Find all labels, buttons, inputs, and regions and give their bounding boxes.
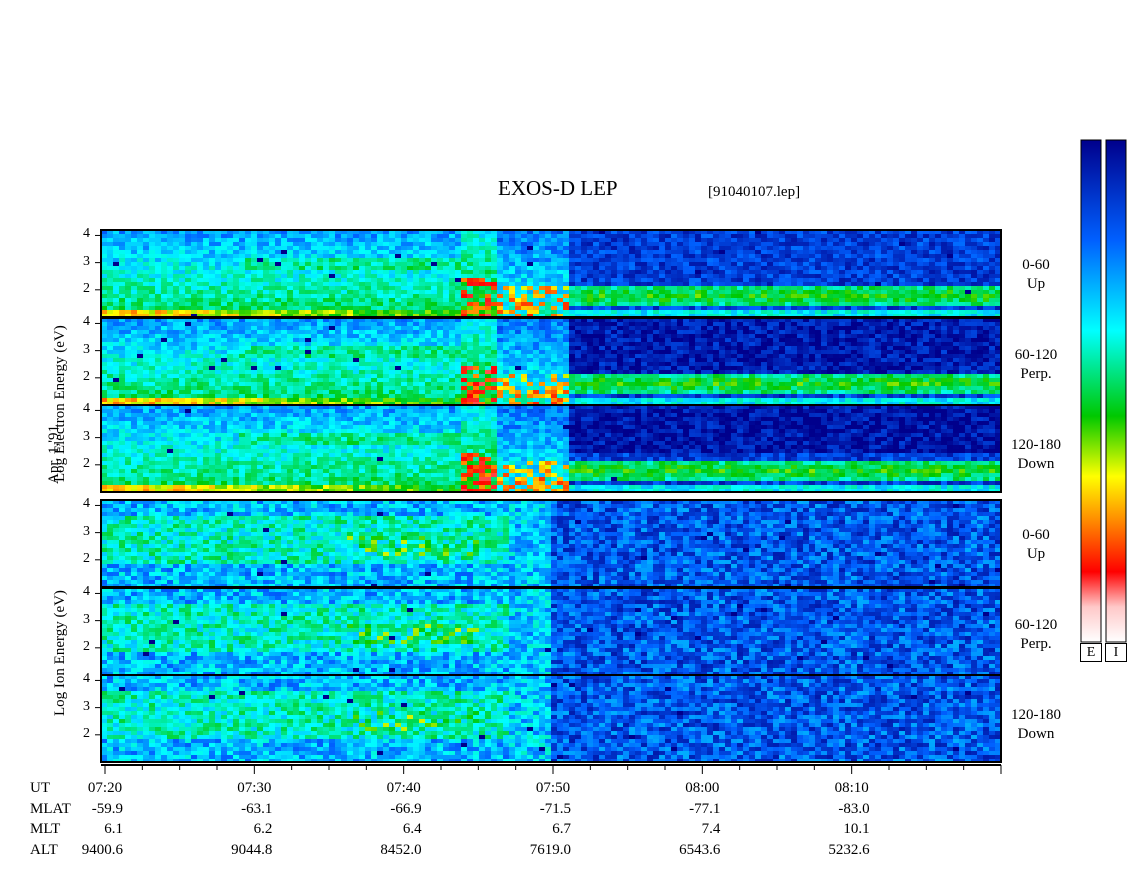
electron-panel-2: [101, 318, 1001, 406]
orbit-value: 6.1: [33, 821, 123, 838]
ion-panel-2-label: 60-120 Perp.: [1008, 616, 1064, 654]
y-tick-label: 2: [78, 726, 90, 742]
y-tick-label: 3: [78, 612, 90, 628]
y-tick-label: 3: [78, 699, 90, 715]
y-tick-label: 2: [78, 369, 90, 385]
orbit-value: 7619.0: [481, 842, 571, 859]
y-tick-label: 3: [78, 429, 90, 445]
y-tick-label: 4: [78, 314, 90, 330]
colorbar-e-label: E: [1080, 643, 1102, 662]
chart-title: EXOS-D LEP: [498, 176, 618, 201]
y-tick-label: 2: [78, 456, 90, 472]
electron-panel-3: [101, 405, 1001, 493]
orbit-value: -59.9: [33, 801, 123, 818]
orbit-value: 6.7: [481, 821, 571, 838]
orbit-value: 6.4: [332, 821, 422, 838]
orbit-value: 7.4: [630, 821, 720, 838]
y-tick-label: 3: [78, 524, 90, 540]
orbit-value: -77.1: [630, 801, 720, 818]
ut-tick-label: 07:50: [523, 780, 583, 797]
orbit-value: 10.1: [780, 821, 870, 838]
y-tick-label: 3: [78, 342, 90, 358]
ion-panel-1-label: 0-60 Up: [1008, 526, 1064, 564]
y-tick-label: 2: [78, 281, 90, 297]
ion-panel-1: [101, 500, 1001, 588]
electron-panel-1-label: 0-60 Up: [1008, 256, 1064, 294]
orbit-value: -71.5: [481, 801, 571, 818]
y-tick-label: 4: [78, 401, 90, 417]
orbit-value: -66.9: [332, 801, 422, 818]
ion-panel-3: [101, 675, 1001, 763]
orbit-value: -63.1: [182, 801, 272, 818]
ut-tick-label: 08:00: [672, 780, 732, 797]
y-tick-label: 2: [78, 551, 90, 567]
y-tick-label: 3: [78, 254, 90, 270]
y-tick-label: 4: [78, 226, 90, 242]
orbit-value: 9044.8: [182, 842, 272, 859]
colorbar-i-label: I: [1105, 643, 1127, 662]
orbit-value: -83.0: [780, 801, 870, 818]
electron-panel-3-label: 120-180 Down: [1008, 436, 1064, 474]
ut-tick-label: 07:30: [224, 780, 284, 797]
orbit-value: 6543.6: [630, 842, 720, 859]
y-tick-label: 2: [78, 639, 90, 655]
orbit-value: 8452.0: [332, 842, 422, 859]
ut-tick-label: 07:20: [75, 780, 135, 797]
file-name: [91040107.lep]: [708, 184, 800, 201]
y-tick-label: 4: [78, 496, 90, 512]
orbit-value: 5232.6: [780, 842, 870, 859]
electron-panel-1: [101, 230, 1001, 318]
y-tick-label: 4: [78, 671, 90, 687]
electron-colorbar: [1081, 140, 1101, 642]
ut-tick-label: 07:40: [374, 780, 434, 797]
orbit-value: 6.2: [182, 821, 272, 838]
ut-tick-label: 08:10: [822, 780, 882, 797]
ion-panel-3-label: 120-180 Down: [1008, 706, 1064, 744]
y-tick-label: 4: [78, 584, 90, 600]
ion-axis-label: Log Ion Energy (eV): [52, 590, 69, 716]
ion-colorbar: [1106, 140, 1126, 642]
ion-panel-2: [101, 588, 1001, 676]
orbit-value: 9400.6: [33, 842, 123, 859]
orbit-row-label: UT: [30, 780, 50, 797]
electron-panel-2-label: 60-120 Perp.: [1008, 346, 1064, 384]
electron-axis-label: Log Electron Energy (eV): [52, 325, 69, 482]
